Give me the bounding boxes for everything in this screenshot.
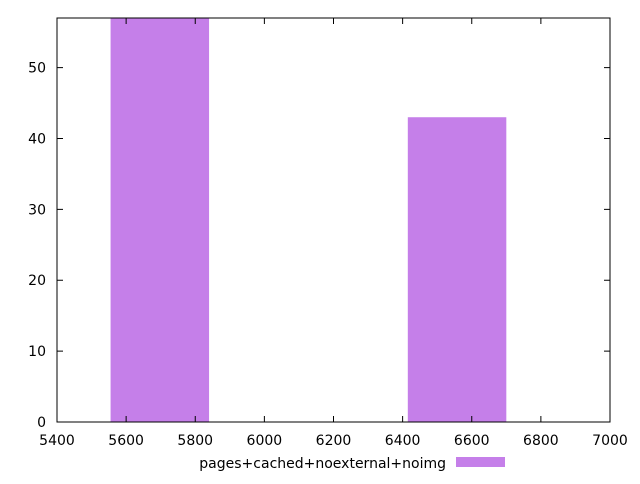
legend-label: pages+cached+noexternal+noimg [199, 456, 446, 472]
x-tick-label-5: 6400 [385, 433, 421, 449]
bars-layer [110, 18, 507, 422]
bar-0-1 [407, 117, 507, 422]
x-tick-label-8: 7000 [592, 433, 628, 449]
y-tick-label-2: 20 [28, 273, 46, 289]
x-tick-label-4: 6200 [316, 433, 352, 449]
y-tick-label-4: 40 [28, 131, 46, 147]
y-tick-label-1: 10 [28, 344, 46, 360]
y-tick-label-5: 50 [28, 61, 46, 77]
y-tick-label-0: 0 [37, 415, 46, 431]
x-tick-label-7: 6800 [523, 433, 559, 449]
x-tick-label-1: 5600 [108, 433, 144, 449]
bar-0-0 [110, 18, 210, 422]
ticks-layer: 5400 5600 5800 6000 6200 6400 6600 6800 7000 0 10 2… [28, 18, 628, 449]
x-tick-label-2: 5800 [177, 433, 213, 449]
x-tick-label-3: 6000 [247, 433, 283, 449]
x-tick-label-0: 5400 [39, 433, 75, 449]
legend-swatch [456, 457, 505, 467]
plot-border [56, 17, 611, 423]
x-tick-label-6: 6600 [454, 433, 490, 449]
legend: pages+cached+noexternal+noimg [199, 456, 505, 472]
y-tick-label-3: 30 [28, 202, 46, 218]
